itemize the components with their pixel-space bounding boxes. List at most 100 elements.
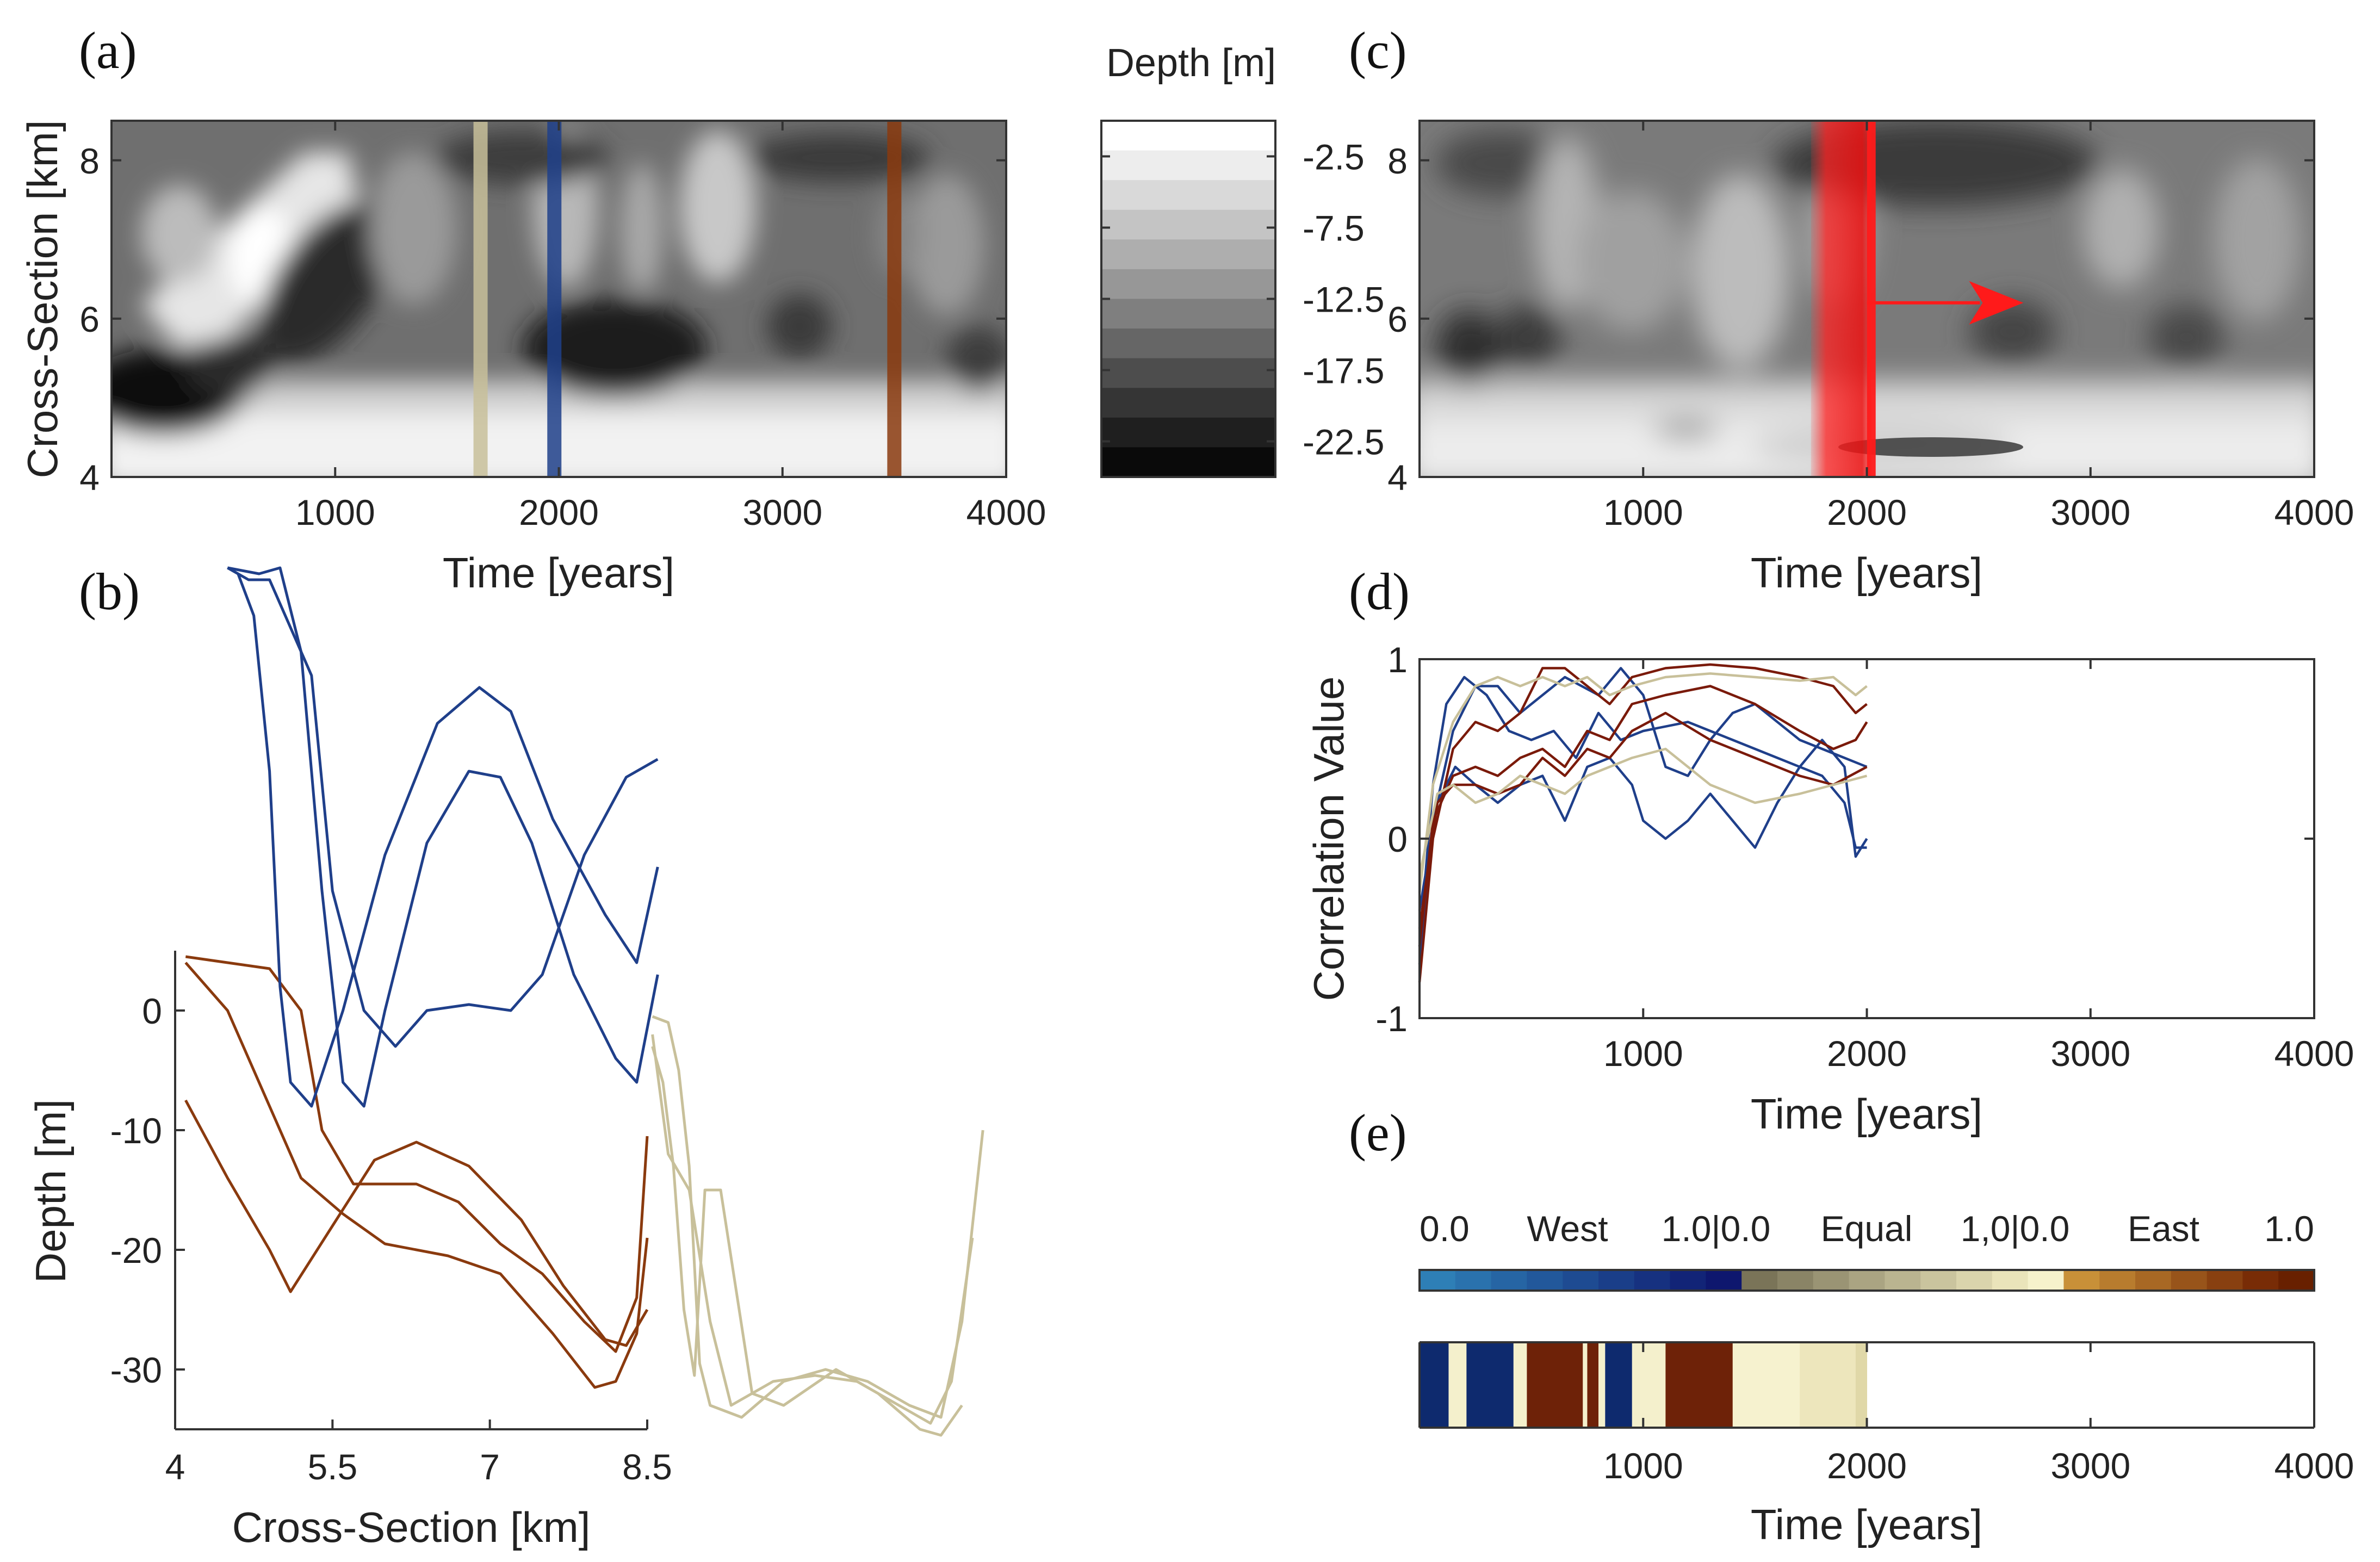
correlation-curve xyxy=(1418,667,1868,965)
colorbar-title: Depth [m] xyxy=(1106,41,1276,85)
colorbar-ticks: -2.5 -7.5 -12.5 -17.5 -22.5 xyxy=(1101,137,1384,462)
colorbar-level xyxy=(1101,121,1275,151)
panel-label-e: (e) xyxy=(1349,1104,1407,1162)
depth-profile-curve xyxy=(652,1015,984,1419)
scale-swatch xyxy=(2207,1270,2243,1291)
class-segment xyxy=(1587,1342,1599,1428)
depth-colorbar: Depth [m] -2.5 -7.5 -12.5 -17.5 -22.5 xyxy=(1100,41,1384,478)
depth-profile-curve xyxy=(651,1046,963,1437)
class-segment xyxy=(1466,1342,1514,1428)
colorbar-levels xyxy=(1101,121,1275,478)
panel-e-scale-bar xyxy=(1420,1270,2315,1291)
xtick-label: 3000 xyxy=(2050,1446,2130,1486)
ytick-label: -1 xyxy=(1375,999,1408,1039)
depth-profile-curve xyxy=(185,955,649,1353)
ytick-label: -10 xyxy=(110,1111,162,1151)
panel-label-a: (a) xyxy=(79,21,137,79)
depth-profile-curve xyxy=(227,566,659,1048)
class-segment xyxy=(1632,1342,1666,1428)
ytick-label: 6 xyxy=(79,299,100,339)
ytick-label: -20 xyxy=(110,1230,162,1270)
correlation-curve xyxy=(1418,663,1868,983)
panel-b-profiles: 4 5.5 7 8.5 0 -10 -20 -30 Cross-Section [km] De… xyxy=(27,566,984,1551)
time-band-red xyxy=(1811,121,1871,477)
panel-d-ylabel: Correlation Value xyxy=(1305,677,1353,1001)
colorbar-level xyxy=(1101,417,1275,448)
scale-swatch xyxy=(2242,1270,2279,1291)
panel-c-heatmap: 1000 2000 3000 4000 4 6 8 Time [years] xyxy=(1387,120,2354,597)
scale-swatch xyxy=(2099,1270,2136,1291)
panel-c-xlabel: Time [years] xyxy=(1751,549,1982,597)
time-band-brown xyxy=(887,121,902,477)
xtick-label: 1000 xyxy=(295,492,375,532)
correlation-curve xyxy=(1418,711,1868,929)
depth-profile-curve xyxy=(227,566,659,1108)
heatmap-a-fill xyxy=(111,125,1006,477)
xtick-label: 5.5 xyxy=(307,1447,357,1487)
scale-swatch xyxy=(1777,1270,1814,1291)
xtick-label: 3000 xyxy=(742,492,822,532)
colorbar-tick-label: -12.5 xyxy=(1303,280,1384,320)
scale-swatch xyxy=(2063,1270,2100,1291)
scale-label: 1.0 xyxy=(2264,1208,2314,1249)
xtick-label: 4000 xyxy=(966,492,1046,532)
panel-a-heatmap: 1000 2000 3000 4000 4 6 8 Time [years] Cross-S… xyxy=(18,120,1046,597)
scale-swatch xyxy=(1849,1270,1886,1291)
depth-profile-curve xyxy=(184,962,649,1389)
class-segment xyxy=(1800,1342,1856,1428)
migration-arrow-head xyxy=(1969,281,2024,325)
class-segment xyxy=(1448,1342,1467,1428)
scale-label: Equal xyxy=(1821,1208,1913,1249)
class-segment xyxy=(1583,1342,1588,1428)
ytick-label: 0 xyxy=(142,991,162,1031)
scale-swatch xyxy=(1634,1270,1671,1291)
xtick-label: 3000 xyxy=(2050,1033,2130,1074)
colorbar-level xyxy=(1101,209,1275,240)
class-segment xyxy=(1420,1342,1449,1428)
colorbar-level xyxy=(1101,180,1275,210)
depth-profile-curve xyxy=(227,566,659,1108)
scale-swatch xyxy=(1920,1270,1957,1291)
panel-d-ticks: 1000 2000 3000 4000 -1 0 1 xyxy=(1375,640,2354,1074)
xtick-label: 2000 xyxy=(1827,1446,1907,1486)
xtick-label: 4000 xyxy=(2274,1033,2354,1074)
xtick-label: 2000 xyxy=(1827,1033,1907,1074)
panel-e-timeline xyxy=(1420,1342,1867,1428)
scale-swatch xyxy=(1813,1270,1850,1291)
panel-b-xlabel: Cross-Section [km] xyxy=(232,1503,591,1551)
colorbar-level xyxy=(1101,447,1275,478)
class-segment xyxy=(1513,1342,1527,1428)
xtick-label: 3000 xyxy=(2050,492,2130,532)
panel-label-b: (b) xyxy=(79,562,140,621)
panel-e-ticks: 1000 2000 3000 4000 xyxy=(1603,1342,2354,1486)
correlation-curve xyxy=(1418,672,1868,893)
class-segment xyxy=(1605,1342,1633,1428)
xtick-label: 1000 xyxy=(1603,492,1683,532)
class-segment xyxy=(1598,1342,1606,1428)
ytick-label: 8 xyxy=(79,141,100,181)
scale-swatch xyxy=(1741,1270,1778,1291)
scale-swatch xyxy=(2278,1270,2315,1291)
class-segment xyxy=(1527,1342,1583,1428)
xtick-label: 4000 xyxy=(2274,492,2354,532)
scale-label: 0.0 xyxy=(1420,1208,1470,1249)
scale-swatch xyxy=(1956,1270,1993,1291)
colorbar-level xyxy=(1101,239,1275,270)
xtick-label: 2000 xyxy=(519,492,599,532)
colorbar-level xyxy=(1101,388,1275,418)
scale-swatch xyxy=(1527,1270,1564,1291)
scale-label: West xyxy=(1527,1208,1608,1249)
xtick-label: 7 xyxy=(480,1447,500,1487)
ytick-label: 1 xyxy=(1387,640,1408,680)
correlation-curve xyxy=(1418,685,1868,947)
panel-d-correlation: 1000 2000 3000 4000 -1 0 1 Time [years] Correl… xyxy=(1305,640,2354,1138)
panel-e-xlabel: Time [years] xyxy=(1751,1501,1982,1548)
colorbar-level xyxy=(1101,328,1275,359)
xtick-label: 4 xyxy=(165,1447,185,1487)
ytick-label: 6 xyxy=(1387,299,1408,339)
colorbar-level xyxy=(1101,150,1275,181)
panel-label-c: (c) xyxy=(1349,21,1407,79)
time-band-tan xyxy=(473,121,488,477)
scale-swatch xyxy=(1885,1270,1922,1291)
